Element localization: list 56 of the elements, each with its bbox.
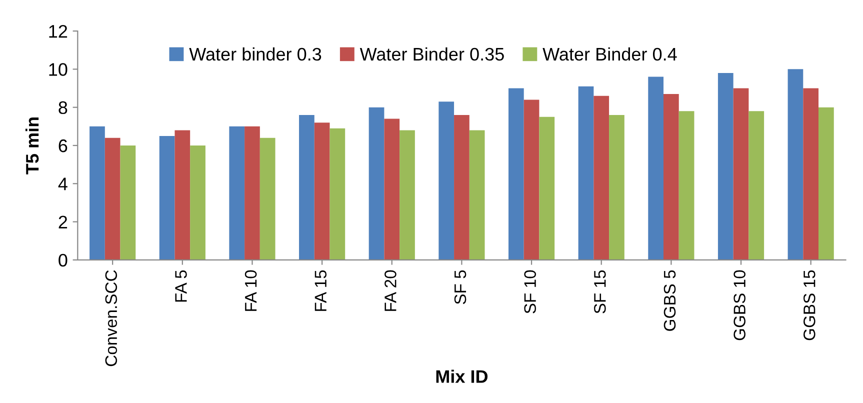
bar xyxy=(400,130,415,260)
bar xyxy=(174,130,190,260)
bar xyxy=(244,126,260,260)
bar xyxy=(818,107,834,260)
legend-label: Water binder 0.3 xyxy=(189,47,322,61)
bar xyxy=(524,100,540,260)
bar xyxy=(469,130,485,260)
bar xyxy=(609,114,624,260)
bar xyxy=(454,114,470,260)
bar xyxy=(788,69,804,260)
bar xyxy=(748,111,764,260)
legend-label: Water Binder 0.35 xyxy=(360,47,504,61)
bar xyxy=(578,86,594,260)
x-tick-label: FA 10 xyxy=(244,270,257,311)
legend-label: Water Binder 0.4 xyxy=(542,47,677,61)
x-tick-label: SF 10 xyxy=(524,270,536,314)
bar xyxy=(299,114,314,260)
bar xyxy=(330,128,346,260)
bar xyxy=(678,111,694,260)
bar xyxy=(594,96,610,260)
bar xyxy=(314,122,330,260)
bar xyxy=(260,138,276,260)
bar xyxy=(508,88,524,260)
x-tick-label: SF 5 xyxy=(454,270,466,304)
bar xyxy=(104,138,120,260)
x-axis-title: Mix ID xyxy=(436,370,488,383)
bar xyxy=(438,102,454,260)
y-tick-label: 12 xyxy=(49,24,68,38)
x-tick-label: FA 20 xyxy=(384,270,396,311)
y-tick-label: 4 xyxy=(58,178,68,190)
x-tick-label: Conven.SCC xyxy=(105,270,118,366)
y-tick-label: 0 xyxy=(58,254,68,267)
x-tick-label: GGBS 5 xyxy=(664,270,676,331)
bar xyxy=(159,136,175,260)
bar xyxy=(384,118,400,260)
y-tick-label: 6 xyxy=(58,139,68,152)
x-tick-label: SF 15 xyxy=(594,270,606,314)
bar xyxy=(90,126,105,260)
bar xyxy=(733,88,749,260)
y-tick-label: 2 xyxy=(58,216,68,228)
x-tick-label: GGBS 15 xyxy=(804,270,816,340)
y-axis-title: T5 min xyxy=(25,118,39,174)
bar xyxy=(718,72,734,260)
bar xyxy=(229,126,245,260)
bar xyxy=(539,116,555,260)
x-tick-label: GGBS 10 xyxy=(734,270,746,340)
bar xyxy=(803,88,819,260)
bar xyxy=(120,145,136,260)
bar xyxy=(190,145,206,260)
bar xyxy=(368,107,384,260)
bar xyxy=(648,76,664,260)
bar xyxy=(664,94,679,260)
y-tick-label: 8 xyxy=(58,101,68,114)
x-tick-label: FA 5 xyxy=(175,270,187,302)
x-tick-label: FA 15 xyxy=(314,270,327,311)
y-tick-label: 10 xyxy=(49,63,68,76)
